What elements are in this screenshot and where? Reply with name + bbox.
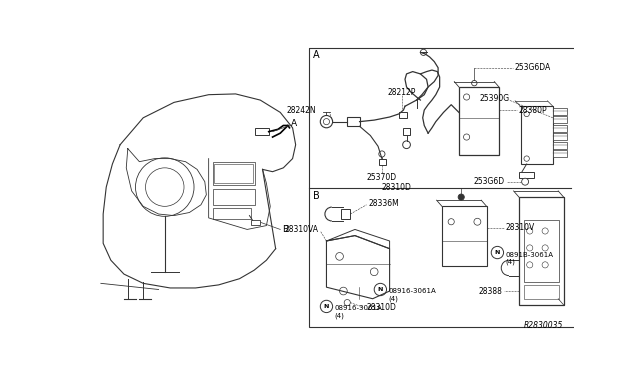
Text: R2830035: R2830035 xyxy=(524,321,563,330)
Bar xyxy=(520,106,553,164)
Text: 28310D: 28310D xyxy=(367,304,396,312)
Bar xyxy=(442,206,486,266)
Circle shape xyxy=(420,49,427,55)
Circle shape xyxy=(320,300,333,312)
Text: 28380P: 28380P xyxy=(518,106,547,115)
Text: 253G6DA: 253G6DA xyxy=(515,63,550,72)
Circle shape xyxy=(323,119,330,125)
Bar xyxy=(399,112,406,118)
Text: 28388: 28388 xyxy=(478,286,502,295)
Text: B: B xyxy=(314,190,320,201)
Circle shape xyxy=(542,228,548,234)
Bar xyxy=(553,133,566,140)
Circle shape xyxy=(492,246,504,259)
Text: 25370D: 25370D xyxy=(367,173,397,182)
Bar xyxy=(524,220,559,282)
Text: 253G6D: 253G6D xyxy=(474,177,505,186)
Circle shape xyxy=(527,262,533,268)
Text: 28310V: 28310V xyxy=(505,224,534,232)
Circle shape xyxy=(463,94,470,100)
Bar xyxy=(553,108,566,115)
Circle shape xyxy=(371,268,378,276)
Text: 08916-3061A
(4): 08916-3061A (4) xyxy=(334,305,382,318)
Text: A: A xyxy=(314,51,320,60)
Text: 28242N: 28242N xyxy=(287,106,316,115)
Bar xyxy=(553,125,566,132)
Circle shape xyxy=(320,115,333,128)
Text: A: A xyxy=(291,119,297,128)
Bar xyxy=(214,164,253,183)
Text: 28212P: 28212P xyxy=(388,88,416,97)
Circle shape xyxy=(458,194,464,200)
Bar xyxy=(553,142,566,148)
Bar xyxy=(212,162,255,185)
Text: N: N xyxy=(324,304,329,309)
Circle shape xyxy=(524,156,529,161)
Bar xyxy=(403,128,410,135)
Circle shape xyxy=(403,141,410,148)
Text: 25390G: 25390G xyxy=(479,94,509,103)
Bar xyxy=(553,150,566,157)
Bar xyxy=(255,128,269,135)
Circle shape xyxy=(542,262,548,268)
Circle shape xyxy=(527,245,533,251)
Circle shape xyxy=(527,228,533,234)
Text: 08916-3061A
(4): 08916-3061A (4) xyxy=(388,288,436,302)
Circle shape xyxy=(136,158,194,217)
Bar xyxy=(341,209,350,219)
Text: 28310VA: 28310VA xyxy=(285,225,319,234)
Circle shape xyxy=(474,218,481,225)
Bar xyxy=(459,87,499,155)
Text: B: B xyxy=(282,225,288,234)
Circle shape xyxy=(463,134,470,140)
Bar xyxy=(212,208,251,219)
Text: N: N xyxy=(495,250,500,255)
Circle shape xyxy=(145,168,184,206)
Circle shape xyxy=(374,283,387,296)
Circle shape xyxy=(340,287,348,295)
Circle shape xyxy=(542,245,548,251)
Bar xyxy=(553,116,566,123)
Circle shape xyxy=(344,299,350,306)
Text: 28310D: 28310D xyxy=(381,183,411,192)
Circle shape xyxy=(522,178,529,185)
Circle shape xyxy=(448,219,454,225)
Bar xyxy=(519,172,534,178)
Text: 0891B-3061A
(4): 0891B-3061A (4) xyxy=(505,252,553,266)
Bar xyxy=(524,285,559,299)
Circle shape xyxy=(472,80,477,86)
Circle shape xyxy=(379,151,385,157)
Bar xyxy=(251,220,260,225)
Circle shape xyxy=(524,111,529,117)
Bar xyxy=(379,158,386,165)
Bar xyxy=(348,117,360,126)
Text: 28336M: 28336M xyxy=(368,199,399,208)
Bar xyxy=(519,197,564,305)
Bar xyxy=(212,189,255,205)
Circle shape xyxy=(336,253,344,260)
Text: N: N xyxy=(378,287,383,292)
